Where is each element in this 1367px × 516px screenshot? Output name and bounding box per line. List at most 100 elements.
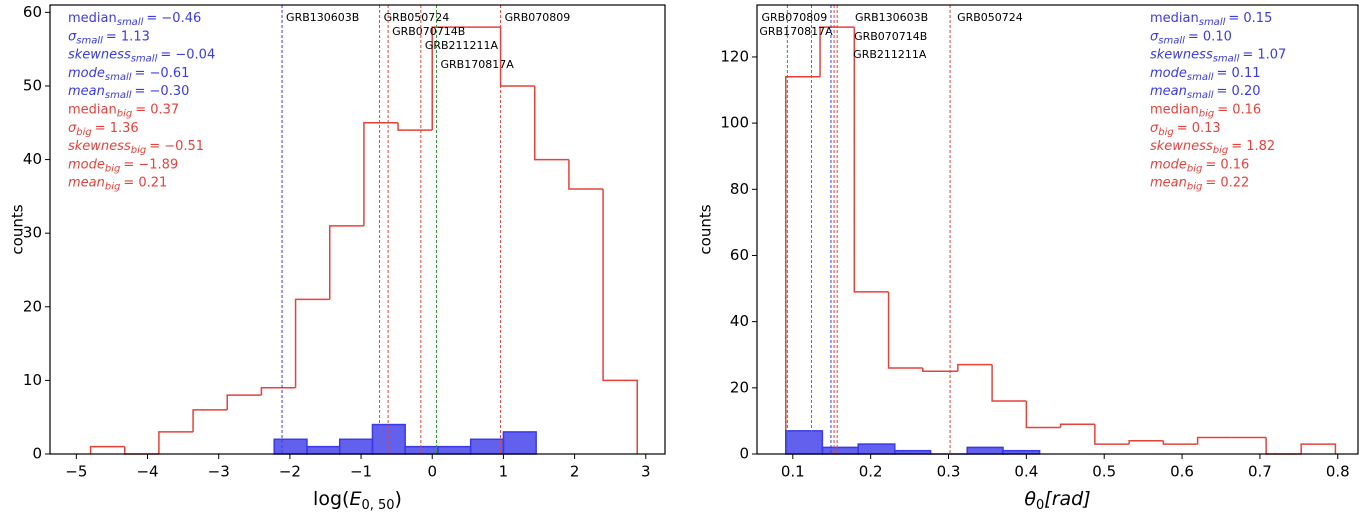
hist-step	[1162, 440, 1198, 445]
stat-sub: big	[1199, 109, 1214, 120]
annotation-label: GRB170817A	[441, 58, 515, 71]
y-tick-label: 30	[23, 224, 42, 242]
stat-name: mode	[68, 66, 105, 81]
hist-step	[568, 159, 604, 190]
stat-line: meanbig = 0.22	[1150, 176, 1249, 193]
stat-value: = −0.04	[160, 48, 215, 63]
annotation-label: GRB211211A	[853, 48, 927, 61]
stat-name: σ	[1150, 29, 1159, 44]
x-tick-label: 0.8	[1326, 463, 1350, 481]
hist-step	[431, 26, 467, 131]
stat-sub: small	[1199, 17, 1226, 28]
y-tick-label: 0	[739, 445, 749, 463]
x-axis-label-part: log(	[313, 488, 349, 510]
annotation-label: GRB070809	[505, 11, 571, 24]
hist-step	[1094, 424, 1130, 445]
x-tick-label: −5	[65, 463, 87, 481]
stat-sub: big	[76, 127, 91, 138]
x-axis-label: log(E0, 50)	[313, 488, 402, 513]
hist-bar	[338, 438, 374, 455]
x-tick-label: 0.6	[1170, 463, 1194, 481]
hist-step	[363, 122, 399, 226]
annotation-label: GRB130603B	[855, 11, 928, 24]
stat-line: skewnessbig = −0.51	[68, 139, 204, 156]
stat-sub: big	[131, 145, 146, 156]
stat-value: = 0.11	[1217, 66, 1261, 81]
hist-bar	[469, 438, 505, 455]
stat-sub: big	[1187, 163, 1202, 174]
stat-line: skewnesssmall = −0.04	[68, 48, 215, 65]
stat-line: medianbig = 0.16	[1150, 103, 1261, 120]
stat-sub: small	[1213, 54, 1240, 65]
stat-sub: small	[1187, 72, 1214, 83]
x-tick-label: 0.2	[859, 463, 883, 481]
stat-line: σsmall = 1.13	[68, 29, 150, 46]
stat-sub: big	[105, 182, 120, 193]
stat-sub: big	[1213, 145, 1228, 156]
hist-step	[887, 291, 923, 369]
plot-frame	[756, 4, 1359, 455]
stat-value: = 0.10	[1188, 29, 1232, 44]
hist-bar	[502, 431, 537, 455]
hist-step	[158, 431, 194, 454]
x-tick-label: 2	[570, 463, 580, 481]
x-axis-label-part: 0, 50	[361, 498, 394, 513]
stat-line: modebig = −1.89	[68, 157, 178, 174]
stat-sub: small	[131, 54, 158, 65]
stat-sub: small	[76, 35, 103, 46]
hist-step	[397, 122, 433, 131]
annotation-label: GRB050724	[384, 11, 450, 24]
stat-line: modesmall = −0.61	[68, 66, 189, 83]
hist-step	[533, 85, 569, 161]
stat-name: σ	[1150, 121, 1159, 136]
hist-step	[294, 298, 330, 388]
y-tick-label: 40	[730, 312, 749, 330]
stat-sub: small	[1158, 35, 1185, 46]
stat-line: modebig = 0.16	[1150, 157, 1249, 174]
stat-value: = 0.16	[1205, 157, 1249, 172]
hist-step	[785, 76, 821, 454]
hist-bar	[966, 446, 1004, 455]
stat-value: = 0.15	[1228, 11, 1272, 26]
stat-line: meansmall = −0.30	[68, 84, 189, 101]
stat-value: = 0.20	[1217, 84, 1261, 99]
y-tick-label: 100	[720, 114, 749, 132]
stat-name: median	[1150, 11, 1199, 26]
stat-name: median	[1150, 103, 1199, 118]
x-tick-label: 0.7	[1248, 463, 1272, 481]
x-tick-label: 0.5	[1092, 463, 1116, 481]
hist-step	[1059, 423, 1095, 428]
stat-name: σ	[68, 29, 77, 44]
x-tick-label: 1	[499, 463, 509, 481]
x-axis-label-part: )	[395, 488, 402, 510]
hist-step	[1128, 440, 1164, 445]
hist-step	[602, 189, 638, 454]
stat-value: = −1.89	[123, 157, 178, 172]
hist-step	[123, 446, 159, 455]
stat-line: modesmall = 0.11	[1150, 66, 1261, 83]
y-tick-label: 20	[23, 297, 42, 315]
stat-sub: small	[1187, 90, 1214, 101]
stat-value: = 0.22	[1205, 176, 1249, 191]
x-axis-label-part: 0	[1036, 498, 1044, 513]
y-tick-label: 60	[730, 246, 749, 264]
hist-step	[1300, 443, 1337, 454]
x-tick-label: 0.3	[937, 463, 961, 481]
hist-step	[499, 27, 535, 87]
stat-name: skewness	[68, 48, 131, 63]
stat-line: σsmall = 0.10	[1150, 29, 1232, 46]
stat-name: skewness	[68, 139, 131, 154]
x-tick-label: −4	[136, 463, 158, 481]
y-tick-label: 80	[730, 180, 749, 198]
stat-sub: big	[117, 109, 132, 120]
stat-name: mode	[1150, 157, 1187, 172]
stat-sub: big	[105, 163, 120, 174]
x-axis-label-part: [rad]	[1044, 488, 1090, 510]
hist-bar	[821, 446, 859, 455]
annotation-label: GRB070714B	[854, 30, 927, 43]
stat-line: meanbig = 0.21	[68, 176, 167, 193]
x-axis-label: θ0[rad]	[1024, 488, 1090, 513]
hist-step	[1196, 436, 1232, 445]
